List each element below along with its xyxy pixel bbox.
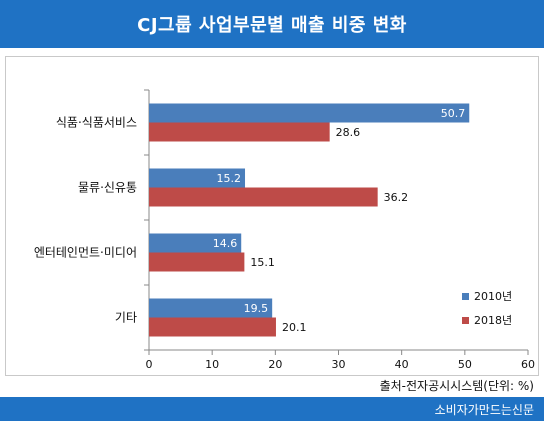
data-label: 36.2 — [384, 191, 409, 204]
x-tick-label: 40 — [395, 358, 409, 371]
legend-label: 2018년 — [474, 314, 512, 327]
data-label: 15.2 — [217, 172, 242, 185]
bar-2010 — [149, 233, 242, 253]
data-label: 28.6 — [336, 126, 361, 139]
bar-2018 — [149, 252, 245, 272]
data-label: 14.6 — [213, 237, 238, 250]
category-label: 엔터테인먼트·미디어 — [34, 246, 137, 260]
data-label: 20.1 — [282, 321, 307, 334]
bar-2018 — [149, 317, 276, 337]
legend-swatch — [462, 293, 469, 300]
footer-bar: 소비자가만드는신문 — [0, 397, 544, 421]
x-tick-label: 50 — [458, 358, 472, 371]
category-label: 물류·신유통 — [78, 181, 137, 195]
data-label: 19.5 — [244, 302, 269, 315]
legend-label: 2010년 — [474, 290, 512, 303]
bar-chart: 0 10 20 30 40 50 60 식품·식품서비스 50.7 28.6 물류·신유통 15.2 3… — [34, 89, 535, 371]
bar-2010 — [149, 103, 470, 123]
legend-swatch — [462, 317, 469, 324]
data-label: 15.1 — [250, 256, 274, 269]
x-tick-label: 0 — [146, 358, 153, 371]
source-note: 출처-전자공시시스템(단위: %) — [379, 379, 534, 393]
category-label: 기타 — [115, 311, 137, 325]
category-label: 식품·식품서비스 — [56, 116, 137, 130]
x-tick-label: 20 — [268, 358, 282, 371]
data-label: 50.7 — [441, 107, 466, 120]
publisher-name: 소비자가만드는신문 — [434, 402, 534, 417]
bar-2018 — [149, 187, 378, 207]
bar-2018 — [149, 122, 330, 142]
chart-title: CJ그룹 사업부문별 매출 비중 변화 — [0, 0, 544, 48]
bar-2010 — [149, 298, 273, 318]
x-tick-label: 30 — [332, 358, 346, 371]
bar-2010 — [149, 168, 246, 188]
x-tick-label: 60 — [521, 358, 535, 371]
x-tick-label: 10 — [205, 358, 219, 371]
